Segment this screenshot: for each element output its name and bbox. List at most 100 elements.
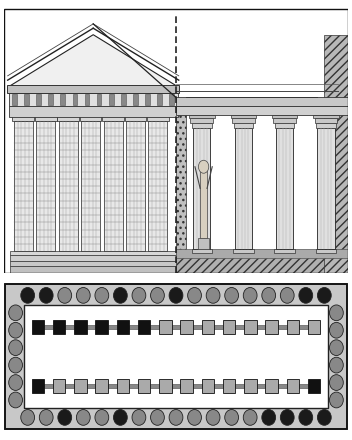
Circle shape — [58, 287, 72, 303]
Circle shape — [9, 323, 23, 338]
Bar — [176, 106, 348, 115]
Bar — [214, 384, 223, 388]
Bar — [234, 123, 253, 128]
Bar — [299, 325, 308, 329]
Circle shape — [225, 287, 239, 303]
Circle shape — [95, 287, 109, 303]
Bar — [95, 379, 108, 393]
Bar — [313, 115, 339, 118]
Bar — [32, 379, 44, 393]
Bar — [73, 94, 77, 105]
Bar — [12, 115, 34, 121]
Circle shape — [280, 287, 294, 303]
Circle shape — [329, 375, 343, 390]
Bar — [169, 94, 174, 105]
Circle shape — [169, 287, 183, 303]
Bar — [192, 123, 212, 128]
Circle shape — [329, 323, 343, 338]
Bar — [102, 115, 124, 121]
Circle shape — [206, 287, 220, 303]
Circle shape — [329, 340, 343, 356]
Bar — [108, 384, 117, 388]
Circle shape — [21, 287, 34, 303]
Bar — [123, 110, 148, 115]
Bar — [80, 115, 101, 121]
Bar — [74, 320, 87, 334]
Bar — [11, 110, 36, 115]
Bar — [14, 121, 33, 251]
Bar — [181, 320, 193, 334]
Bar — [214, 325, 223, 329]
Bar — [324, 35, 348, 273]
Circle shape — [206, 410, 220, 425]
Bar — [308, 379, 320, 393]
Bar — [117, 320, 129, 334]
Bar — [265, 379, 278, 393]
Bar — [138, 320, 150, 334]
Bar — [87, 384, 95, 388]
Bar — [157, 94, 162, 105]
Bar — [101, 110, 125, 115]
Circle shape — [9, 375, 23, 390]
Circle shape — [76, 287, 90, 303]
Bar — [145, 94, 150, 105]
Circle shape — [151, 287, 164, 303]
Circle shape — [132, 287, 146, 303]
Bar — [56, 110, 81, 115]
Circle shape — [169, 410, 183, 425]
Bar — [97, 94, 101, 105]
Circle shape — [243, 410, 257, 425]
Bar — [44, 325, 53, 329]
Bar — [109, 94, 114, 105]
Bar — [133, 94, 138, 105]
Bar — [125, 115, 146, 121]
Circle shape — [188, 410, 201, 425]
Bar — [193, 128, 210, 249]
Bar — [48, 94, 53, 105]
Bar — [9, 106, 178, 117]
Circle shape — [151, 410, 164, 425]
Bar — [278, 325, 287, 329]
Bar — [78, 110, 103, 115]
Circle shape — [9, 357, 23, 373]
Bar — [193, 325, 202, 329]
Bar — [181, 379, 193, 393]
Bar — [233, 249, 253, 253]
Bar — [150, 325, 159, 329]
Circle shape — [318, 410, 331, 425]
Bar — [129, 325, 138, 329]
Bar — [61, 94, 65, 105]
Circle shape — [39, 410, 53, 425]
Bar — [11, 251, 183, 256]
Bar — [318, 128, 335, 249]
Bar — [103, 121, 122, 251]
Bar — [316, 123, 336, 128]
Bar — [315, 118, 338, 123]
Bar — [189, 115, 215, 118]
Circle shape — [329, 392, 343, 408]
Bar — [278, 384, 287, 388]
Bar — [199, 238, 209, 249]
Bar — [11, 260, 183, 266]
Bar — [12, 94, 17, 105]
Bar — [176, 98, 348, 106]
Bar — [53, 320, 65, 334]
Bar — [257, 325, 265, 329]
Circle shape — [188, 287, 201, 303]
Bar — [24, 305, 328, 407]
Bar — [74, 379, 87, 393]
Circle shape — [9, 305, 23, 321]
Circle shape — [113, 410, 127, 425]
Bar — [121, 94, 126, 105]
Bar — [299, 384, 308, 388]
Circle shape — [243, 287, 257, 303]
Bar — [287, 379, 299, 393]
Bar — [11, 266, 183, 273]
Bar — [265, 320, 278, 334]
Circle shape — [21, 410, 34, 425]
Circle shape — [58, 410, 72, 425]
Bar — [287, 320, 299, 334]
Bar — [147, 115, 169, 121]
Bar — [59, 121, 78, 251]
Circle shape — [262, 410, 276, 425]
